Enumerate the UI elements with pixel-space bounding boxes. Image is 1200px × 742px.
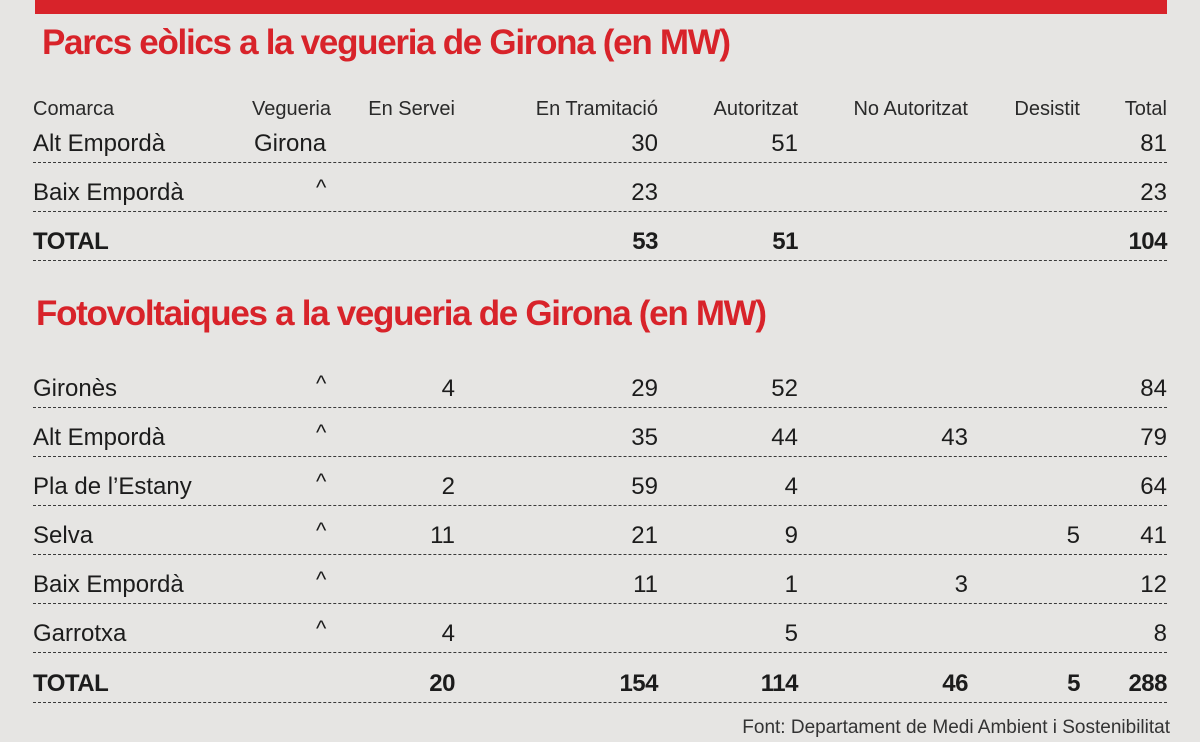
cell-vegueria-ditto: ^ [316, 420, 327, 445]
total-total: 288 [1128, 670, 1167, 697]
cell-total: 12 [1140, 571, 1167, 598]
table-row: Baix Empordà ^ 23 23 [0, 175, 1200, 209]
row-divider [33, 456, 1167, 457]
row-divider [33, 211, 1167, 212]
cell-comarca: Alt Empordà [33, 424, 166, 451]
row-divider [33, 603, 1167, 604]
table-row: Baix Empordà ^ 11 1 3 12 [0, 567, 1200, 601]
cell-autoritzat: 44 [771, 424, 798, 451]
cell-total: 23 [1140, 179, 1167, 206]
total-en-tramitacio: 53 [632, 228, 658, 255]
cell-en-servei: 2 [441, 473, 455, 500]
row-divider [33, 505, 1167, 506]
solar-table-title: Fotovoltaiques a la vegueria de Girona (… [36, 294, 767, 333]
header-comarca: Comarca [33, 98, 115, 120]
cell-en-tramitacio: 21 [631, 522, 658, 549]
cell-total: 8 [1153, 620, 1167, 647]
total-autoritzat: 51 [772, 228, 798, 255]
total-label: TOTAL [33, 228, 109, 255]
table-row: Alt Empordà ^ 35 44 43 79 [0, 420, 1200, 454]
header-en-tramitacio: En Tramitació [535, 98, 658, 120]
total-total: 104 [1128, 228, 1167, 255]
total-row: TOTAL 20 154 114 46 5 288 [0, 670, 1200, 700]
total-en-servei: 20 [429, 670, 455, 697]
row-divider [33, 260, 1167, 261]
table-row: Selva ^ 11 21 9 5 41 [0, 518, 1200, 552]
header-desistit: Desistit [1014, 98, 1080, 120]
cell-no-autoritzat: 3 [954, 571, 968, 598]
total-label: TOTAL [33, 670, 109, 697]
header-autoritzat: Autoritzat [713, 98, 798, 120]
cell-en-tramitacio: 29 [631, 375, 658, 402]
wind-table-title: Parcs eòlics a la vegueria de Girona (en… [42, 23, 731, 62]
header-vegueria: Vegueria [252, 98, 331, 120]
cell-comarca: Pla de l’Estany [33, 473, 192, 500]
cell-comarca: Baix Empordà [33, 179, 184, 206]
source-note: Font: Departament de Medi Ambient i Sost… [742, 717, 1170, 738]
cell-en-tramitacio: 11 [633, 571, 658, 598]
total-autoritzat: 114 [760, 670, 799, 697]
cell-en-servei: 11 [430, 522, 455, 549]
cell-comarca: Selva [33, 522, 94, 549]
cell-vegueria-ditto: ^ [316, 175, 327, 200]
cell-autoritzat: 1 [784, 571, 798, 598]
cell-autoritzat: 9 [784, 522, 798, 549]
cell-vegueria-ditto: ^ [316, 469, 327, 494]
cell-comarca: Garrotxa [33, 620, 127, 647]
cell-total: 81 [1140, 130, 1167, 157]
cell-en-tramitacio: 30 [631, 130, 658, 157]
table-row: Gironès ^ 4 29 52 84 [0, 371, 1200, 405]
table-header: Comarca Vegueria En Servei En Tramitació… [0, 97, 1200, 121]
cell-en-tramitacio: 59 [631, 473, 658, 500]
cell-total: 64 [1140, 473, 1167, 500]
cell-vegueria: Girona [254, 130, 327, 157]
cell-comarca: Alt Empordà [33, 130, 166, 157]
cell-comarca: Gironès [33, 375, 118, 402]
row-divider [33, 652, 1167, 653]
cell-autoritzat: 52 [771, 375, 798, 402]
total-desistit: 5 [1067, 670, 1080, 697]
cell-en-servei: 4 [441, 620, 455, 647]
cell-no-autoritzat: 43 [941, 424, 968, 451]
cell-en-tramitacio: 35 [631, 424, 658, 451]
total-no-autoritzat: 46 [942, 670, 968, 697]
cell-desistit: 5 [1066, 522, 1080, 549]
cell-autoritzat: 51 [771, 130, 798, 157]
row-divider [33, 162, 1167, 163]
total-row: TOTAL 53 51 104 [0, 228, 1200, 258]
cell-vegueria-ditto: ^ [316, 616, 327, 641]
total-en-tramitacio: 154 [619, 670, 658, 697]
header-en-servei: En Servei [368, 98, 455, 120]
table-row: Alt Empordà Girona 30 51 81 [0, 130, 1200, 160]
header-no-autoritzat: No Autoritzat [853, 98, 968, 120]
cell-total: 41 [1140, 522, 1167, 549]
cell-en-tramitacio: 23 [631, 179, 658, 206]
cell-vegueria-ditto: ^ [316, 567, 327, 592]
cell-total: 79 [1140, 424, 1167, 451]
cell-vegueria-ditto: ^ [316, 518, 327, 543]
cell-autoritzat: 4 [784, 473, 798, 500]
cell-comarca: Baix Empordà [33, 571, 184, 598]
table-row: Garrotxa ^ 4 5 8 [0, 616, 1200, 650]
cell-total: 84 [1140, 375, 1167, 402]
row-divider [33, 407, 1167, 408]
header-total: Total [1124, 98, 1167, 120]
row-divider [33, 554, 1167, 555]
cell-autoritzat: 5 [784, 620, 798, 647]
top-accent-bar [35, 0, 1167, 14]
cell-vegueria-ditto: ^ [316, 371, 327, 396]
cell-en-servei: 4 [441, 375, 455, 402]
table-row: Pla de l’Estany ^ 2 59 4 64 [0, 469, 1200, 503]
row-divider [33, 702, 1167, 703]
